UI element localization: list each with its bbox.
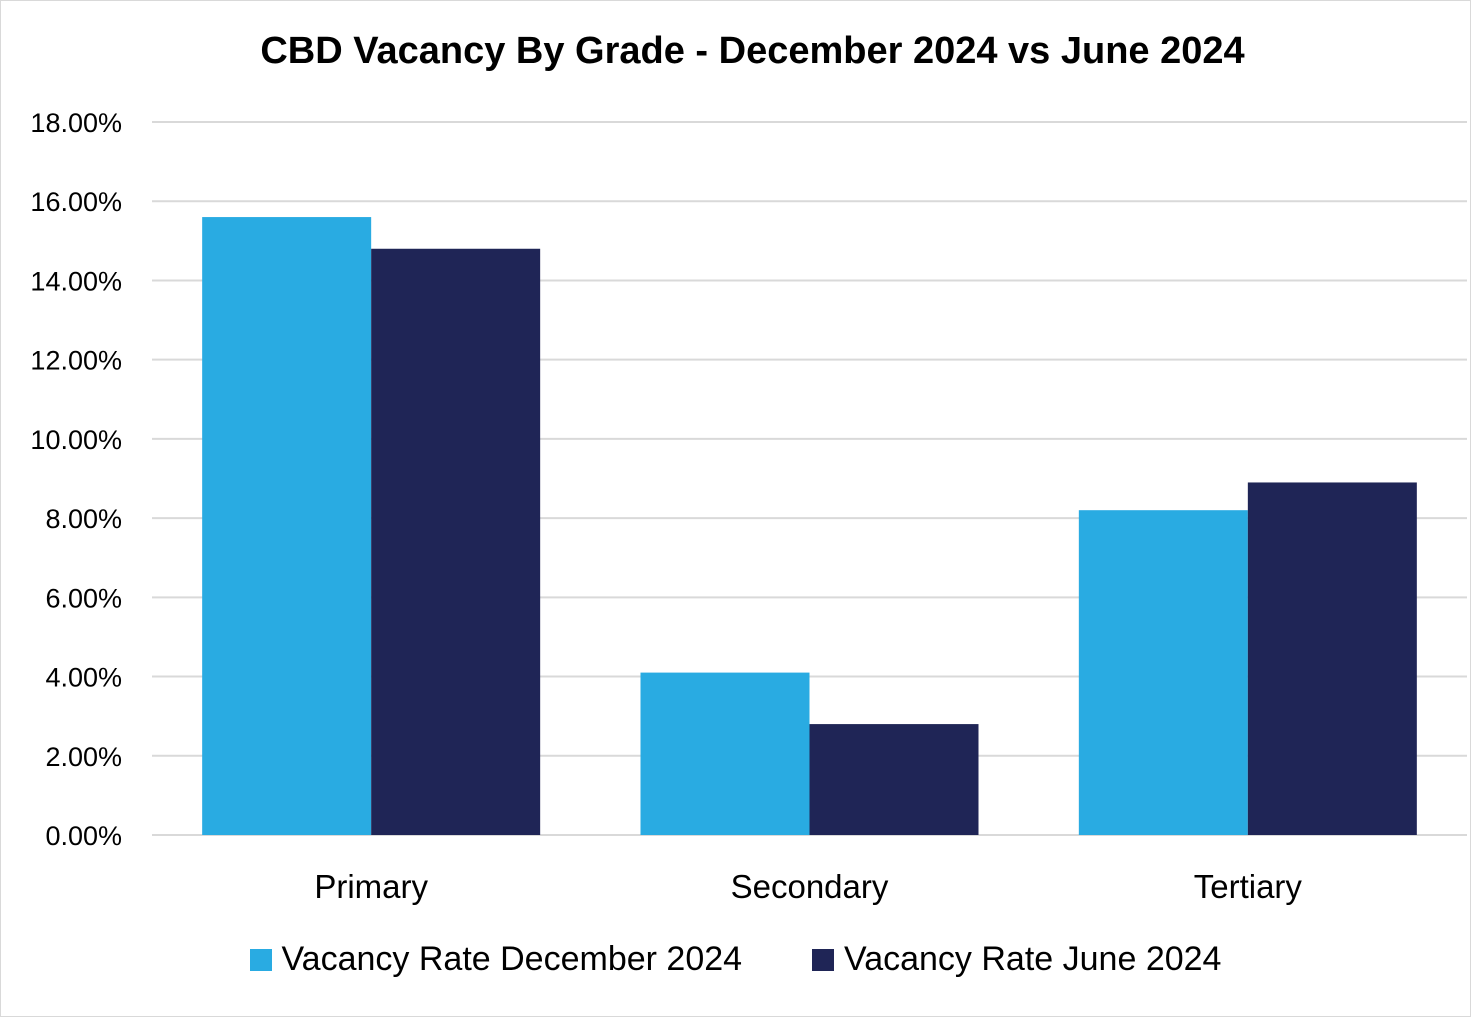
y-tick-label: 6.00% [45, 583, 122, 613]
bar-tertiary-series-1 [1247, 482, 1417, 835]
x-category-label: Primary [314, 868, 428, 905]
bar-primary-series-0 [202, 217, 372, 836]
legend-swatch-december [249, 948, 272, 971]
bar-secondary-series-1 [809, 724, 979, 835]
y-tick-label: 0.00% [45, 821, 122, 851]
bar-primary-series-1 [371, 248, 541, 835]
y-tick-label: 18.00% [30, 108, 122, 138]
legend-label-june: Vacancy Rate June 2024 [844, 940, 1222, 978]
bar-secondary-series-0 [640, 672, 810, 835]
legend-label-december: Vacancy Rate December 2024 [281, 940, 743, 978]
y-tick-label: 10.00% [30, 425, 122, 455]
y-tick-label: 14.00% [30, 266, 122, 296]
y-tick-label: 4.00% [45, 663, 122, 693]
legend-item-december: Vacancy Rate December 2024 [249, 940, 743, 979]
y-axis-ticks: 0.00% 2.00% 4.00% 6.00% 8.00% 10.00% 12.00% 14.… [30, 108, 122, 851]
legend-swatch-june [812, 948, 835, 971]
x-axis-labels: Primary Secondary Tertiary [314, 868, 1302, 905]
legend: Vacancy Rate December 2024 Vacancy Rate … [0, 940, 1471, 979]
legend-item-june: Vacancy Rate June 2024 [812, 940, 1221, 979]
y-tick-label: 8.00% [45, 504, 122, 534]
bars [202, 217, 1417, 836]
chart-title: CBD Vacancy By Grade - December 2024 vs … [260, 30, 1245, 72]
y-tick-label: 12.00% [30, 346, 122, 376]
y-tick-label: 16.00% [30, 187, 122, 217]
x-category-label: Tertiary [1194, 868, 1303, 905]
x-category-label: Secondary [731, 868, 889, 905]
bar-tertiary-series-0 [1078, 510, 1248, 835]
y-tick-label: 2.00% [45, 742, 122, 772]
